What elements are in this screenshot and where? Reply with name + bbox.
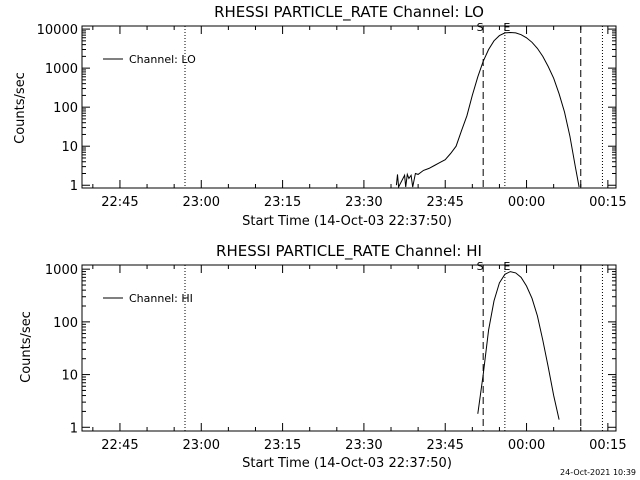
series-line-hi	[477, 271, 560, 420]
chart-title-hi: RHESSI PARTICLE_RATE Channel: HI	[216, 242, 482, 261]
x-tick-label-hi: 23:30	[345, 438, 382, 453]
chart-panel-hi: RHESSI PARTICLE_RATE Channel: HI Counts/…	[19, 242, 627, 471]
x-tick-label-hi: 00:00	[508, 438, 545, 453]
legend-lo: Channel: LO	[103, 53, 196, 66]
footer-timestamp: 24-Oct-2021 10:39	[560, 468, 636, 477]
x-tick-label-lo: 00:00	[508, 195, 545, 210]
plot-frame-hi	[81, 264, 617, 432]
x-tick-label-hi: 23:15	[264, 438, 301, 453]
x-axis-label-lo: Start Time (14-Oct-03 22:37:50)	[242, 214, 452, 229]
x-tick-label-lo: 23:30	[345, 195, 382, 210]
y-tick-label-hi: 1000	[45, 263, 78, 278]
chart-panel-lo: RHESSI PARTICLE_RATE Channel: LO Counts/…	[13, 3, 627, 229]
x-axis-label-hi: Start Time (14-Oct-03 22:37:50)	[242, 456, 452, 471]
x-tick-label-hi: 23:00	[183, 438, 220, 453]
y-axis-label-hi: Counts/sec	[19, 311, 34, 383]
y-tick-label-hi: 10	[61, 369, 78, 384]
series-lo	[395, 31, 580, 189]
x-tick-label-lo: 22:45	[101, 195, 138, 210]
y-tick-label-lo: 10	[61, 140, 78, 155]
legend-label-lo: Channel: LO	[129, 53, 196, 66]
marker-label-e: E	[503, 260, 510, 273]
y-tick-label-lo: 100	[53, 101, 78, 116]
series-hi	[477, 271, 560, 420]
y-tick-label-hi: 100	[53, 316, 78, 331]
marker-label-s: S	[477, 21, 484, 34]
x-tick-label-lo: 23:00	[183, 195, 220, 210]
y-tick-label-lo: 1	[70, 179, 78, 194]
chart-title-lo: RHESSI PARTICLE_RATE Channel: LO	[214, 3, 484, 22]
ticks-lo: 22:45 23:00 23:15 23:30 23:45 00:00 00:15 1 10 10…	[37, 23, 627, 210]
series-line-lo	[395, 31, 580, 189]
y-axis-label-lo: Counts/sec	[13, 72, 28, 144]
y-tick-label-lo: 1000	[45, 62, 78, 77]
marker-label-e: E	[503, 21, 510, 34]
x-tick-label-hi: 22:45	[101, 438, 138, 453]
legend-label-hi: Channel: HI	[129, 292, 193, 305]
ticks-hi: 22:45 23:00 23:15 23:30 23:45 00:00 00:15 1 10 10…	[45, 263, 627, 453]
x-tick-label-hi: 23:45	[426, 438, 463, 453]
y-tick-label-hi: 1	[70, 421, 78, 436]
x-tick-label-lo: 23:15	[264, 195, 301, 210]
x-tick-label-lo: 00:15	[589, 195, 626, 210]
x-tick-label-hi: 00:15	[589, 438, 626, 453]
x-tick-label-lo: 23:45	[426, 195, 463, 210]
y-tick-label-lo: 10000	[37, 23, 78, 38]
legend-hi: Channel: HI	[103, 292, 193, 305]
plot-frame-lo	[81, 25, 617, 189]
marker-label-s: S	[477, 260, 484, 273]
